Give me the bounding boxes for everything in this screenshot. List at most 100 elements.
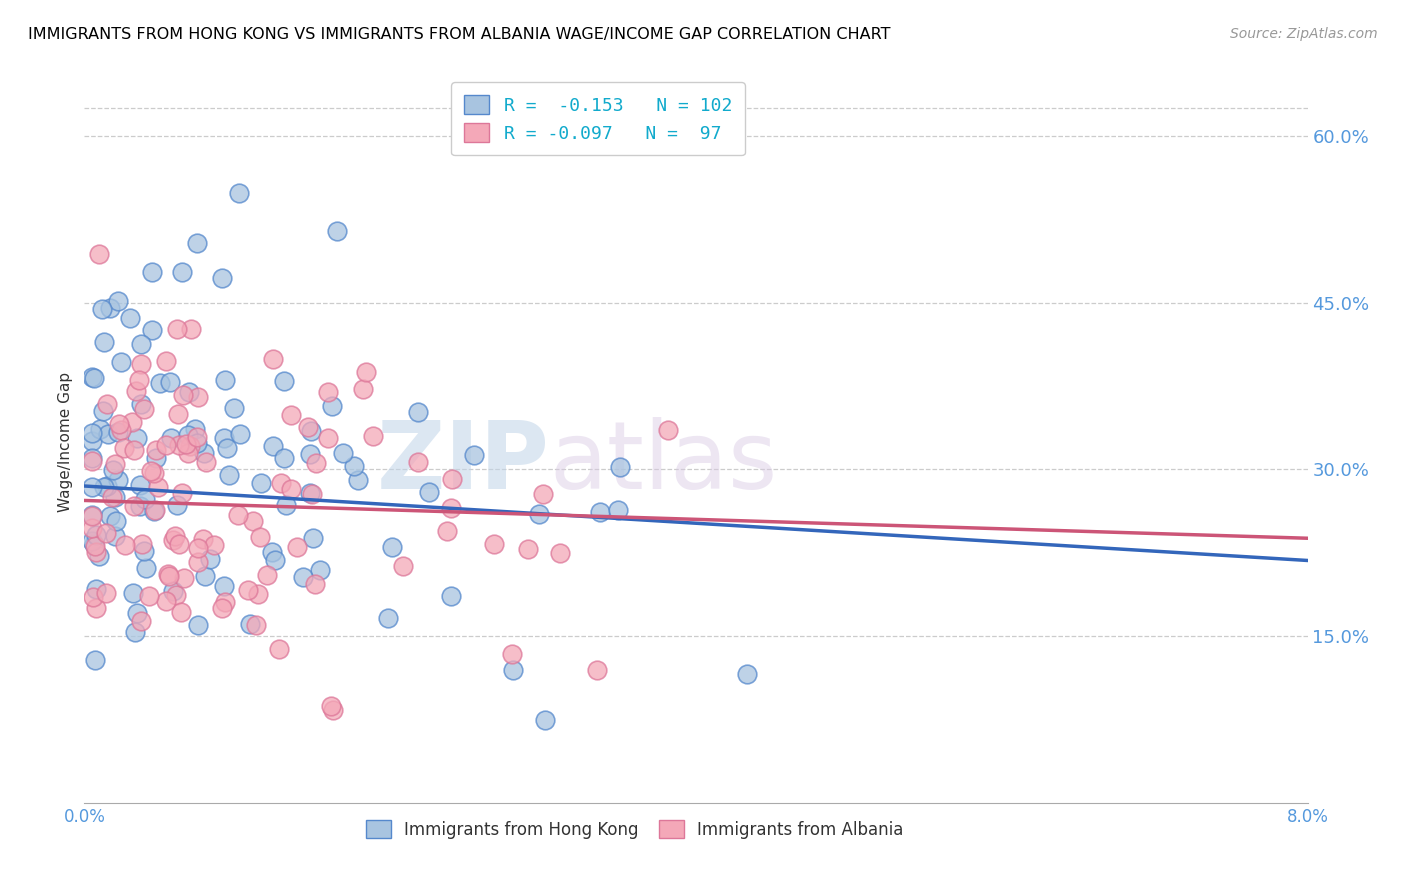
- Point: [94, 586, 117, 600]
- Point: [121, 415, 143, 429]
- Point: [166, 321, 188, 335]
- Point: [169, 438, 191, 452]
- Point: [89, 247, 111, 261]
- Point: [322, 703, 344, 717]
- Point: [146, 480, 169, 494]
- Point: [482, 537, 505, 551]
- Point: [299, 424, 322, 438]
- Point: [242, 514, 264, 528]
- Point: [170, 265, 193, 279]
- Point: [104, 457, 127, 471]
- Text: atlas: atlas: [550, 417, 778, 509]
- Point: [264, 552, 287, 566]
- Point: [80, 508, 103, 523]
- Point: [120, 310, 142, 325]
- Point: [280, 409, 302, 423]
- Point: [418, 484, 440, 499]
- Point: [326, 224, 349, 238]
- Point: [162, 533, 184, 548]
- Point: [104, 490, 127, 504]
- Point: [134, 492, 156, 507]
- Point: [129, 357, 152, 371]
- Point: [86, 545, 108, 559]
- Point: [135, 560, 157, 574]
- Point: [98, 508, 121, 523]
- Point: [214, 373, 236, 387]
- Point: [392, 559, 415, 574]
- Point: [114, 537, 136, 551]
- Point: [297, 420, 319, 434]
- Point: [93, 480, 115, 494]
- Point: [112, 442, 135, 456]
- Point: [298, 447, 321, 461]
- Legend: Immigrants from Hong Kong, Immigrants from Albania: Immigrants from Hong Kong, Immigrants fr…: [356, 810, 914, 848]
- Point: [377, 611, 399, 625]
- Point: [80, 451, 103, 466]
- Point: [527, 508, 550, 522]
- Point: [381, 540, 404, 554]
- Point: [80, 454, 103, 468]
- Point: [80, 534, 103, 549]
- Point: [274, 498, 297, 512]
- Point: [128, 373, 150, 387]
- Point: [80, 480, 103, 494]
- Point: [125, 431, 148, 445]
- Point: [90, 302, 112, 317]
- Point: [131, 337, 153, 351]
- Point: [174, 437, 197, 451]
- Point: [440, 472, 463, 486]
- Point: [179, 438, 201, 452]
- Point: [96, 479, 118, 493]
- Point: [83, 537, 105, 551]
- Point: [222, 401, 245, 415]
- Point: [226, 508, 249, 522]
- Point: [93, 334, 115, 349]
- Point: [502, 664, 524, 678]
- Point: [292, 570, 315, 584]
- Text: Source: ZipAtlas.com: Source: ZipAtlas.com: [1230, 27, 1378, 41]
- Point: [247, 587, 270, 601]
- Point: [104, 528, 127, 542]
- Point: [217, 442, 239, 456]
- Point: [332, 445, 354, 459]
- Point: [145, 442, 167, 457]
- Point: [141, 265, 163, 279]
- Point: [176, 445, 198, 459]
- Point: [155, 437, 177, 451]
- Point: [131, 537, 153, 551]
- Point: [87, 549, 110, 564]
- Point: [346, 474, 368, 488]
- Point: [187, 390, 209, 404]
- Point: [155, 594, 177, 608]
- Point: [101, 463, 124, 477]
- Point: [155, 353, 177, 368]
- Point: [121, 586, 143, 600]
- Point: [194, 569, 217, 583]
- Point: [245, 618, 267, 632]
- Point: [211, 271, 233, 285]
- Point: [143, 504, 166, 518]
- Point: [80, 434, 103, 449]
- Point: [186, 429, 208, 443]
- Point: [657, 423, 679, 437]
- Point: [91, 404, 114, 418]
- Point: [80, 508, 103, 522]
- Point: [239, 617, 262, 632]
- Text: IMMIGRANTS FROM HONG KONG VS IMMIGRANTS FROM ALBANIA WAGE/INCOME GAP CORRELATION: IMMIGRANTS FROM HONG KONG VS IMMIGRANTS …: [28, 27, 890, 42]
- Point: [214, 594, 236, 608]
- Y-axis label: Wage/Income Gap: Wage/Income Gap: [58, 371, 73, 512]
- Point: [186, 236, 208, 251]
- Point: [354, 366, 377, 380]
- Point: [267, 642, 290, 657]
- Point: [83, 371, 105, 385]
- Point: [256, 567, 278, 582]
- Point: [167, 537, 190, 551]
- Point: [129, 478, 152, 492]
- Point: [82, 590, 104, 604]
- Point: [436, 524, 458, 539]
- Point: [157, 566, 180, 581]
- Point: [98, 301, 121, 315]
- Point: [316, 431, 339, 445]
- Point: [127, 606, 149, 620]
- Point: [97, 427, 120, 442]
